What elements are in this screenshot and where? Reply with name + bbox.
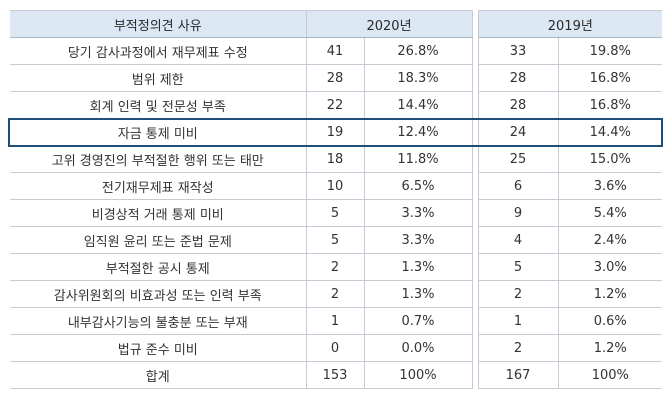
reason-cell: 자금 통제 미비 xyxy=(10,118,307,146)
table-row: 고위 경영진의 부적절한 행위 또는 태만 18 11.8% 25 15.0% xyxy=(10,145,663,173)
count-2020-cell: 5 xyxy=(305,199,365,227)
percent-2020-cell: 11.8% xyxy=(363,145,473,173)
reason-cell: 법규 준수 미비 xyxy=(10,334,307,362)
count-2019-cell: 5 xyxy=(477,253,559,281)
count-2020-cell: 22 xyxy=(305,91,365,119)
count-2019-cell: 2 xyxy=(477,280,559,308)
percent-2020-cell: 0.7% xyxy=(363,307,473,335)
percent-2019-cell: 5.4% xyxy=(557,199,663,227)
percent-2019-cell: 0.6% xyxy=(557,307,663,335)
count-2019-cell: 4 xyxy=(477,226,559,254)
percent-2019-cell: 1.2% xyxy=(557,280,663,308)
percent-2020-cell: 1.3% xyxy=(363,253,473,281)
table-row: 범위 제한 28 18.3% 28 16.8% xyxy=(10,64,663,92)
percent-2020-cell: 1.3% xyxy=(363,280,473,308)
count-2020-cell: 5 xyxy=(305,226,365,254)
percent-2019-cell: 2.4% xyxy=(557,226,663,254)
count-2020-cell: 18 xyxy=(305,145,365,173)
table-row: 부적절한 공시 통제 2 1.3% 5 3.0% xyxy=(10,253,663,281)
table-body: 당기 감사과정에서 재무제표 수정 41 26.8% 33 19.8% 범위 제한 28 18… xyxy=(10,37,663,389)
count-2019-cell: 1 xyxy=(477,307,559,335)
percent-2019-cell: 3.6% xyxy=(557,172,663,200)
audit-opinion-table-wrapper: 부적정의견 사유 2020년 2019년 당기 감사과정에서 재무제표 수정 41… xyxy=(8,10,663,389)
reason-cell: 임직원 윤리 또는 준법 문제 xyxy=(10,226,307,254)
header-reason: 부적정의견 사유 xyxy=(10,10,307,38)
count-2020-cell: 19 xyxy=(305,118,365,146)
percent-2020-cell: 0.0% xyxy=(363,334,473,362)
table-row: 내부감사기능의 불충분 또는 부재 1 0.7% 1 0.6% xyxy=(10,307,663,335)
reason-cell: 부적절한 공시 통제 xyxy=(10,253,307,281)
count-2019-cell: 28 xyxy=(477,91,559,119)
reason-cell: 회계 인력 및 전문성 부족 xyxy=(10,91,307,119)
count-2019-cell: 6 xyxy=(477,172,559,200)
percent-2019-cell: 16.8% xyxy=(557,91,663,119)
reason-cell: 범위 제한 xyxy=(10,64,307,92)
reason-cell: 비경상적 거래 통제 미비 xyxy=(10,199,307,227)
count-2020-cell: 0 xyxy=(305,334,365,362)
count-2019-cell: 28 xyxy=(477,64,559,92)
table-row: 법규 준수 미비 0 0.0% 2 1.2% xyxy=(10,334,663,362)
adverse-opinion-reasons-table: 부적정의견 사유 2020년 2019년 당기 감사과정에서 재무제표 수정 41… xyxy=(10,10,663,389)
count-2020-cell: 153 xyxy=(305,361,365,389)
count-2019-cell: 24 xyxy=(477,118,559,146)
reason-cell: 전기재무제표 재작성 xyxy=(10,172,307,200)
count-2020-cell: 1 xyxy=(305,307,365,335)
reason-cell: 합계 xyxy=(10,361,307,389)
table-row: 비경상적 거래 통제 미비 5 3.3% 9 5.4% xyxy=(10,199,663,227)
percent-2020-cell: 14.4% xyxy=(363,91,473,119)
table-row: 자금 통제 미비 19 12.4% 24 14.4% xyxy=(10,118,663,146)
count-2020-cell: 28 xyxy=(305,64,365,92)
percent-2019-cell: 15.0% xyxy=(557,145,663,173)
count-2019-cell: 33 xyxy=(477,37,559,65)
percent-2019-cell: 14.4% xyxy=(557,118,663,146)
count-2020-cell: 2 xyxy=(305,280,365,308)
count-2020-cell: 41 xyxy=(305,37,365,65)
count-2019-cell: 25 xyxy=(477,145,559,173)
percent-2020-cell: 3.3% xyxy=(363,199,473,227)
percent-2020-cell: 12.4% xyxy=(363,118,473,146)
table-row: 임직원 윤리 또는 준법 문제 5 3.3% 4 2.4% xyxy=(10,226,663,254)
percent-2019-cell: 19.8% xyxy=(557,37,663,65)
percent-2020-cell: 3.3% xyxy=(363,226,473,254)
reason-cell: 감사위원회의 비효과성 또는 인력 부족 xyxy=(10,280,307,308)
percent-2020-cell: 18.3% xyxy=(363,64,473,92)
percent-2020-cell: 100% xyxy=(363,361,473,389)
table-row: 회계 인력 및 전문성 부족 22 14.4% 28 16.8% xyxy=(10,91,663,119)
reason-cell: 고위 경영진의 부적절한 행위 또는 태만 xyxy=(10,145,307,173)
table-row: 감사위원회의 비효과성 또는 인력 부족 2 1.3% 2 1.2% xyxy=(10,280,663,308)
percent-2019-cell: 3.0% xyxy=(557,253,663,281)
reason-cell: 당기 감사과정에서 재무제표 수정 xyxy=(10,37,307,65)
reason-cell: 내부감사기능의 불충분 또는 부재 xyxy=(10,307,307,335)
percent-2020-cell: 26.8% xyxy=(363,37,473,65)
table-row: 전기재무제표 재작성 10 6.5% 6 3.6% xyxy=(10,172,663,200)
header-year-2019: 2019년 xyxy=(477,10,663,38)
table-row: 합계 153 100% 167 100% xyxy=(10,361,663,389)
percent-2020-cell: 6.5% xyxy=(363,172,473,200)
percent-2019-cell: 16.8% xyxy=(557,64,663,92)
count-2020-cell: 2 xyxy=(305,253,365,281)
percent-2019-cell: 1.2% xyxy=(557,334,663,362)
count-2020-cell: 10 xyxy=(305,172,365,200)
table-row: 당기 감사과정에서 재무제표 수정 41 26.8% 33 19.8% xyxy=(10,37,663,65)
count-2019-cell: 2 xyxy=(477,334,559,362)
count-2019-cell: 167 xyxy=(477,361,559,389)
count-2019-cell: 9 xyxy=(477,199,559,227)
percent-2019-cell: 100% xyxy=(557,361,663,389)
header-year-2020: 2020년 xyxy=(305,10,473,38)
table-header-row: 부적정의견 사유 2020년 2019년 xyxy=(10,10,663,38)
